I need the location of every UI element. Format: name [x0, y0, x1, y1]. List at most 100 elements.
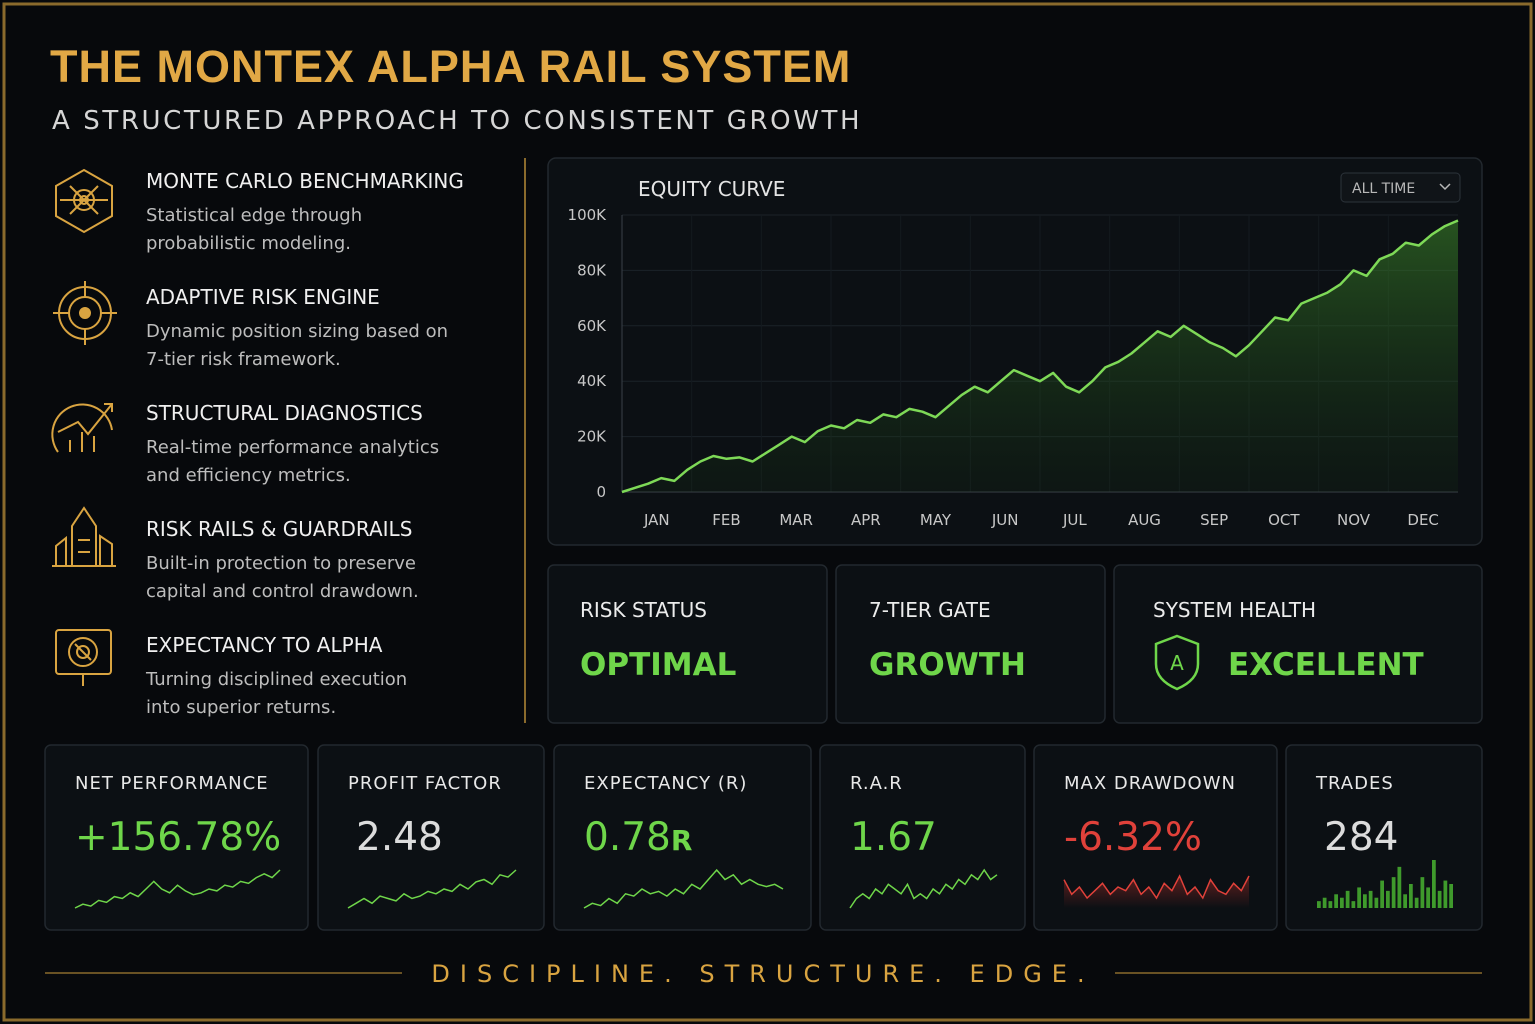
x-tick-label: SEP [1200, 511, 1228, 529]
sparkline [583, 868, 784, 909]
icon-guardrails [52, 506, 116, 567]
metric-label: PROFIT FACTOR [348, 773, 502, 794]
icon-expectancy [55, 629, 112, 686]
sparkline [849, 868, 998, 909]
trade-bar [1391, 877, 1396, 908]
feature-description: Statistical edge through [146, 205, 362, 226]
chart-title: EQUITY CURVE [638, 177, 785, 201]
range-selector[interactable] [1340, 172, 1461, 203]
y-tick-label: 80K [577, 261, 607, 279]
trade-bar [1328, 901, 1333, 908]
trade-bar [1437, 890, 1442, 908]
feature-description: Turning disciplined execution [145, 669, 407, 690]
footer-tagline: DISCIPLINE. STRUCTURE. EDGE. [431, 960, 1094, 988]
feature-title: ADAPTIVE RISK ENGINE [146, 285, 380, 309]
x-tick-label: FEB [712, 511, 740, 529]
trade-bar [1420, 877, 1425, 908]
x-tick-label: DEC [1407, 511, 1439, 529]
metric-card [317, 744, 545, 931]
title: THE MONTEX ALPHA RAIL SYSTEM [50, 41, 851, 92]
feature-description: Built-in protection to preserve [146, 553, 416, 574]
feature-description: Real-time performance analytics [146, 437, 439, 458]
status-value: GROWTH [869, 647, 1026, 683]
trade-bar [1368, 890, 1373, 908]
sparkline [347, 869, 517, 909]
trade-bar [1357, 887, 1361, 908]
trade-bar [1317, 901, 1321, 908]
range-selector-label[interactable]: ALL TIME [1352, 181, 1415, 197]
feature-title: EXPECTANCY TO ALPHA [146, 633, 383, 657]
metric-card [819, 744, 1026, 931]
feature-description: and efficiency metrics. [146, 465, 351, 486]
equity-chart: 0 20K 40K 60K 80K 100K JAN FEB MAR APR MAY JUN JUL AU… [568, 206, 1459, 529]
status-label: SYSTEM HEALTH [1153, 598, 1316, 622]
trade-bar [1345, 890, 1350, 908]
status-value: OPTIMAL [580, 647, 736, 683]
trade-bar [1443, 880, 1448, 908]
metric-value: +156.78% [75, 815, 281, 860]
trade-bar [1449, 884, 1453, 908]
y-tick-label: 100K [568, 206, 608, 224]
feature-description: into superior returns. [146, 697, 336, 718]
trade-bar [1363, 894, 1367, 908]
metric-card [44, 744, 309, 931]
metric-value-number: 284 [1324, 815, 1398, 860]
equity-area [622, 220, 1458, 492]
metric-value-number: +156.78% [75, 815, 281, 860]
x-tick-label: MAR [779, 511, 813, 529]
metric-value: -6.32% [1064, 815, 1202, 860]
sparkline [74, 869, 281, 909]
status-label: RISK STATUS [580, 598, 707, 622]
metric-value-unit: R [671, 824, 693, 857]
metric-value-number: 0.78 [584, 815, 671, 860]
subtitle: A STRUCTURED APPROACH TO CONSISTENT GROW… [52, 106, 862, 136]
y-tick-label: 0 [596, 483, 606, 501]
feature-title: STRUCTURAL DIAGNOSTICS [146, 401, 423, 425]
metric-card [1033, 744, 1278, 931]
shield-icon [1154, 634, 1200, 691]
trade-bar [1340, 897, 1344, 908]
metric-value: 0.78R [584, 815, 692, 860]
metric-value-number: -6.32% [1064, 815, 1202, 860]
feature-title: RISK RAILS & GUARDRAILS [146, 517, 412, 541]
feature-description: 7-tier risk framework. [146, 349, 341, 370]
metric-label: EXPECTANCY (R) [584, 773, 747, 794]
trade-bar [1380, 880, 1384, 908]
trade-bar [1351, 901, 1356, 908]
trade-bar [1397, 866, 1402, 908]
metric-value: 1.67 [850, 815, 937, 860]
trade-bar [1386, 890, 1390, 908]
feature-description: capital and control drawdown. [146, 581, 419, 602]
trade-bar [1426, 887, 1430, 908]
y-tick-label: 60K [577, 317, 607, 335]
x-tick-label: JUN [991, 511, 1019, 529]
metric-value: 2.48 [356, 815, 443, 860]
status-label: 7-TIER GATE [869, 598, 991, 622]
status-card [547, 564, 828, 724]
trade-bar [1432, 860, 1436, 908]
x-tick-label: APR [851, 511, 881, 529]
x-tick-label: JAN [643, 511, 670, 529]
status-card [1113, 564, 1483, 724]
metric-cards: NET PERFORMANCE +156.78% PROFIT FACTOR 2.48… [44, 744, 1483, 931]
trade-bar [1414, 897, 1419, 908]
equity-line [621, 219, 1459, 494]
chevron [1439, 183, 1451, 191]
feature-title: MONTE CARLO BENCHMARKING [146, 169, 464, 193]
x-tick-label: AUG [1128, 511, 1161, 529]
x-tick-label: MAY [920, 511, 952, 529]
trade-bar [1334, 894, 1338, 908]
trade-bar [1374, 897, 1379, 908]
metric-label: NET PERFORMANCE [75, 773, 269, 794]
status-badge: A [1170, 651, 1184, 675]
sparkline-area [1064, 876, 1249, 908]
feature-description: probabilistic modeling. [146, 233, 351, 254]
status-card [835, 564, 1106, 724]
metric-value-number: 2.48 [356, 815, 443, 860]
x-tick-label: OCT [1268, 511, 1300, 529]
x-tick-label: NOV [1337, 511, 1371, 529]
metric-value-number: 1.67 [850, 815, 937, 860]
